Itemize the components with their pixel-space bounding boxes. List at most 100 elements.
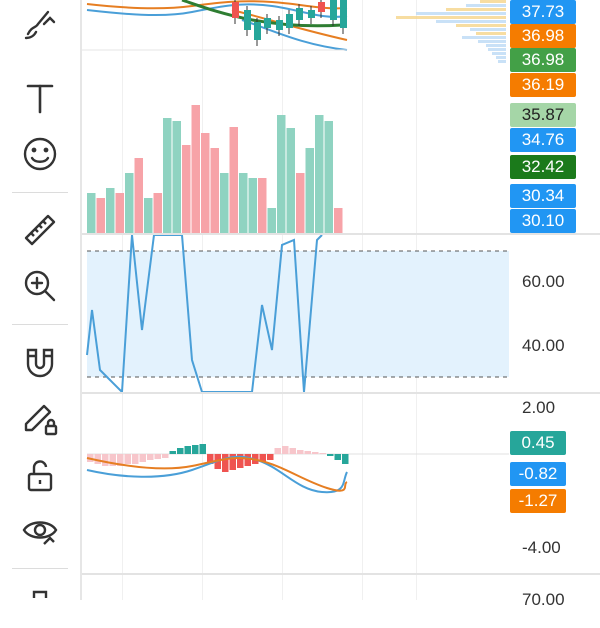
macd-histogram-bar — [342, 454, 349, 464]
macd-histogram-bar — [312, 452, 319, 454]
lock-drawings-icon[interactable] — [16, 394, 64, 442]
macd-axis-label-top: 2.00 — [522, 398, 556, 417]
price-tag: 36.98 — [510, 24, 576, 48]
volume-bar — [106, 188, 115, 233]
macd-histogram-bar — [199, 444, 206, 454]
price-tag: 32.42 — [510, 155, 576, 179]
macd-histogram-bar — [154, 454, 161, 459]
volume-bar — [315, 115, 324, 233]
macd-histogram-bar — [94, 454, 101, 464]
volume-profile-bar — [436, 20, 506, 23]
macd-histogram-bar — [319, 453, 326, 454]
trash-icon[interactable] — [16, 580, 64, 628]
text-icon[interactable] — [16, 74, 64, 122]
volume-profile-bar — [496, 56, 506, 59]
volume-profile-bar — [488, 48, 506, 51]
volume-bar — [182, 145, 191, 233]
macd-histogram-bar — [132, 454, 139, 464]
unlock-icon[interactable] — [16, 452, 64, 500]
macd-histogram-bar — [297, 450, 304, 454]
volume-bar — [115, 193, 124, 233]
volume-bar — [229, 127, 238, 233]
pane-divider — [82, 392, 600, 394]
ruler-icon[interactable] — [16, 206, 64, 254]
macd-histogram-bar — [237, 454, 244, 468]
macd-histogram-bar — [147, 454, 154, 460]
volume-bar — [239, 173, 248, 233]
toolbar-separator — [12, 192, 68, 193]
macd-histogram-bar — [229, 454, 236, 470]
candle — [308, 10, 315, 18]
volume-profile-bar — [462, 36, 506, 39]
volume-profile-bar — [456, 24, 506, 27]
price-tag: 36.19 — [510, 73, 576, 97]
macd-tag: -1.27 — [510, 489, 566, 513]
macd-histogram-bar — [259, 454, 266, 462]
macd-histogram-bar — [304, 451, 311, 454]
price-line — [241, 19, 348, 51]
volume-bar — [248, 178, 257, 233]
toolbar-separator — [12, 324, 68, 325]
volume-bar — [210, 148, 219, 233]
macd-histogram-bar — [334, 454, 341, 460]
macd-histogram-bar — [274, 448, 281, 454]
chart-plot[interactable] — [82, 0, 600, 600]
chart-area[interactable]: 37.73 36.98 36.98 36.19 35.87 34.76 32.42 30.34… — [82, 0, 600, 609]
hide-drawings-icon[interactable] — [16, 506, 64, 554]
volume-bar — [144, 198, 153, 233]
price-tag: 36.98 — [510, 48, 576, 72]
macd-histogram-bar — [244, 454, 251, 466]
magnet-icon[interactable] — [16, 338, 64, 386]
price-tag: 30.34 — [510, 184, 576, 208]
macd-histogram-bar — [267, 454, 274, 460]
macd-histogram-bar — [169, 451, 176, 454]
macd-histogram-bar — [177, 448, 184, 454]
volume-bar — [286, 128, 295, 233]
candle — [232, 2, 239, 18]
next-pane-label: 70.00 — [522, 590, 565, 609]
zoom-in-icon[interactable] — [16, 262, 64, 310]
volume-bar — [125, 173, 134, 233]
macd-signal-line — [86, 457, 348, 492]
emoji-icon[interactable] — [16, 130, 64, 178]
candle — [286, 14, 293, 28]
volume-profile-bar — [486, 44, 506, 47]
macd-tag: -0.82 — [510, 462, 566, 486]
volume-bar — [324, 121, 333, 233]
oscillator-level-label: 40.00 — [522, 336, 565, 355]
macd-histogram-bar — [327, 454, 334, 456]
volume-profile-bar — [396, 16, 506, 19]
volume-bar — [305, 148, 314, 233]
volume-profile-bar — [478, 40, 506, 43]
candle — [276, 20, 283, 30]
volume-bar — [172, 121, 181, 233]
candle — [340, 0, 347, 28]
volume-bar — [201, 133, 210, 233]
volume-profile-bar — [470, 28, 506, 31]
macd-axis-label-bottom: -4.00 — [522, 538, 561, 557]
volume-bar — [334, 208, 343, 233]
candle — [318, 2, 325, 12]
price-tag: 30.10 — [510, 209, 576, 233]
candle — [296, 8, 303, 20]
macd-tag: 0.45 — [510, 431, 566, 455]
volume-bar — [267, 208, 276, 233]
macd-histogram-bar — [184, 446, 191, 454]
volume-bar — [258, 178, 267, 233]
volume-bar — [96, 198, 105, 233]
volume-profile-bar — [446, 8, 506, 11]
volume-profile-bar — [416, 12, 506, 15]
macd-histogram-bar — [192, 445, 199, 454]
oscillator-level-label: 60.00 — [522, 272, 565, 291]
volume-profile-bar — [498, 60, 506, 63]
macd-histogram-bar — [222, 454, 229, 472]
macd-histogram-bar — [207, 454, 214, 464]
candle — [244, 10, 251, 30]
candle — [254, 22, 261, 40]
candle — [330, 0, 337, 20]
brush-icon[interactable] — [16, 0, 64, 48]
macd-histogram-bar — [282, 446, 289, 454]
candle — [264, 18, 271, 28]
volume-bar — [220, 173, 229, 233]
toolbar-separator — [12, 568, 68, 569]
